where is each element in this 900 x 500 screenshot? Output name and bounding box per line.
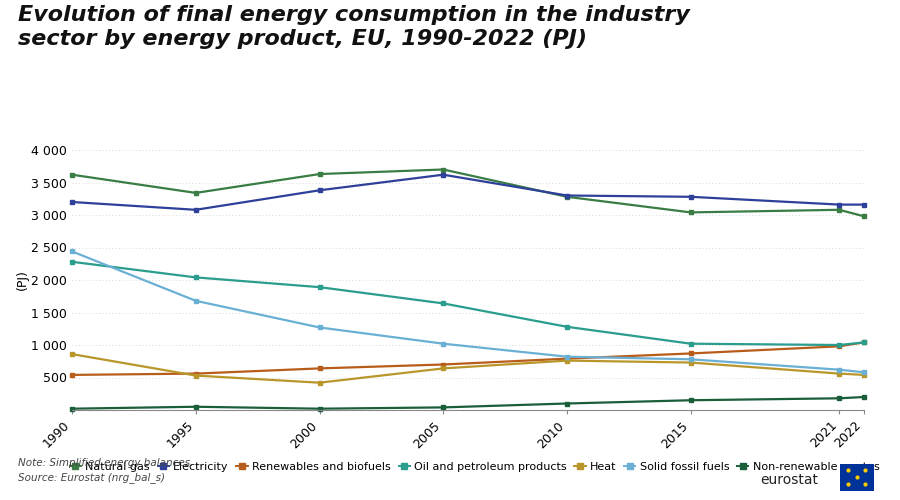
Y-axis label: (PJ): (PJ) (15, 270, 29, 290)
Text: eurostat: eurostat (760, 473, 818, 487)
Text: Note: Simplified energy balances.: Note: Simplified energy balances. (18, 458, 194, 468)
Legend: Natural gas, Electricity, Renewables and biofuels, Oil and petroleum products, H: Natural gas, Electricity, Renewables and… (69, 462, 879, 472)
Text: Source: Eurostat (nrg_bal_s): Source: Eurostat (nrg_bal_s) (18, 472, 165, 484)
Text: Evolution of final energy consumption in the industry
sector by energy product, : Evolution of final energy consumption in… (18, 5, 690, 49)
